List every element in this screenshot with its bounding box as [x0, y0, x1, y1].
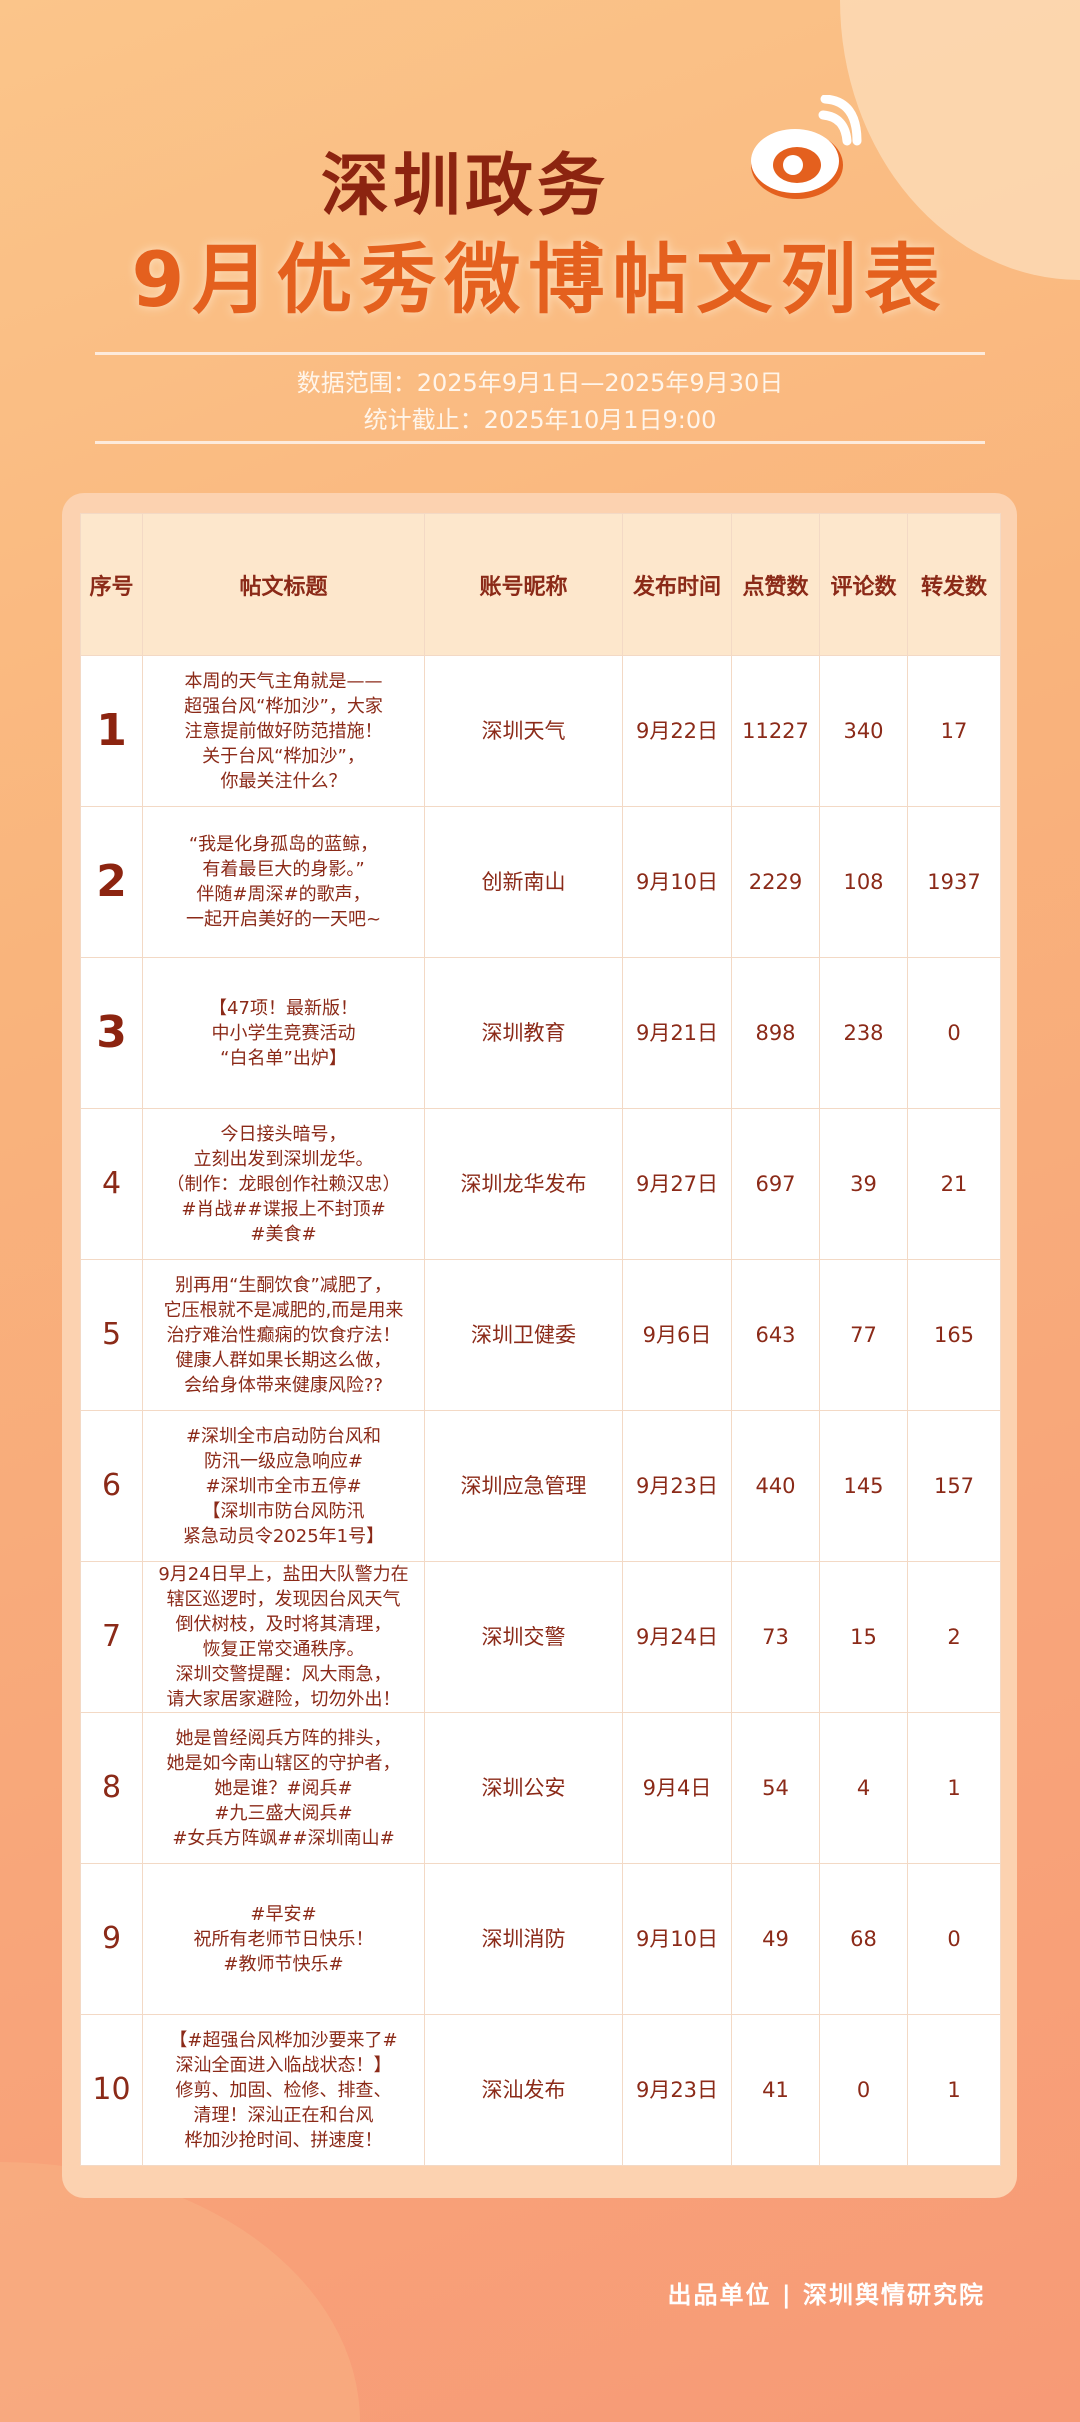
- table-row: 6 #深圳全市启动防台风和 防汛一级应急响应# #深圳市全市五停# 【深圳市防台风…: [80, 1410, 1001, 1562]
- account-cell: 深圳交警: [424, 1561, 623, 1713]
- date-cell: 9月23日: [622, 1410, 732, 1562]
- post-title-cell: 她是曾经阅兵方阵的排头， 她是如今南山辖区的守护者， 她是谁？#阅兵# #九三盛…: [142, 1712, 425, 1864]
- reposts-cell: 17: [907, 655, 1001, 807]
- post-title-cell: 别再用“生酮饮食”减肥了， 它压根就不是减肥的,而是用来 治疗难治性癫痫的饮食疗…: [142, 1259, 425, 1411]
- col-comments: 评论数: [819, 513, 908, 656]
- post-title-cell: 9月24日早上，盐田大队警力在 辖区巡逻时，发现因台风天气 倒伏树枝，及时将其清…: [142, 1561, 425, 1713]
- rank-cell: 9: [80, 1863, 143, 2015]
- table-row: 8 她是曾经阅兵方阵的排头， 她是如今南山辖区的守护者， 她是谁？#阅兵# #九三…: [80, 1712, 1001, 1864]
- likes-cell: 73: [731, 1561, 820, 1713]
- post-title-cell: 【#超强台风桦加沙要来了# 深汕全面进入临战状态！】 修剪、加固、检修、排查、 …: [142, 2014, 425, 2166]
- account-cell: 创新南山: [424, 806, 623, 958]
- account-cell: 深圳龙华发布: [424, 1108, 623, 1260]
- likes-cell: 898: [731, 957, 820, 1109]
- post-title-cell: #深圳全市启动防台风和 防汛一级应急响应# #深圳市全市五停# 【深圳市防台风防…: [142, 1410, 425, 1562]
- weibo-logo-icon: [751, 95, 862, 199]
- date-cell: 9月27日: [622, 1108, 732, 1260]
- likes-cell: 49: [731, 1863, 820, 2015]
- reposts-cell: 2: [907, 1561, 1001, 1713]
- date-cell: 9月10日: [622, 1863, 732, 2015]
- comments-cell: 238: [819, 957, 908, 1109]
- post-title-cell: 今日接头暗号， 立刻出发到深圳龙华。 （制作：龙眼创作社赖汉忠） #肖战##谍报…: [142, 1108, 425, 1260]
- rank-cell: 4: [80, 1108, 143, 1260]
- likes-cell: 440: [731, 1410, 820, 1562]
- likes-cell: 2229: [731, 806, 820, 958]
- table-row: 1 本周的天气主角就是—— 超强台风“桦加沙”，大家 注意提前做好防范措施！ 关于…: [80, 655, 1001, 807]
- table-row: 2 “我是化身孤岛的蓝鲸， 有着最巨大的身影。” 伴随#周深#的歌声， 一起开启美…: [80, 806, 1001, 958]
- background-shape: [0, 2162, 360, 2422]
- rank-cell: 1: [80, 655, 143, 807]
- page-title: 深圳政务: [320, 147, 609, 226]
- divider: [95, 441, 985, 444]
- account-cell: 深圳天气: [424, 655, 623, 807]
- comments-cell: 4: [819, 1712, 908, 1864]
- date-cell: 9月23日: [622, 2014, 732, 2166]
- post-title-cell: 本周的天气主角就是—— 超强台风“桦加沙”，大家 注意提前做好防范措施！ 关于台…: [142, 655, 425, 807]
- likes-cell: 643: [731, 1259, 820, 1411]
- col-date: 发布时间: [622, 513, 732, 656]
- account-cell: 深圳应急管理: [424, 1410, 623, 1562]
- rank-cell: 8: [80, 1712, 143, 1864]
- account-cell: 深圳公安: [424, 1712, 623, 1864]
- account-cell: 深汕发布: [424, 2014, 623, 2166]
- comments-cell: 0: [819, 2014, 908, 2166]
- reposts-cell: 21: [907, 1108, 1001, 1260]
- table-row: 10 【#超强台风桦加沙要来了# 深汕全面进入临战状态！】 修剪、加固、检修、排查…: [80, 2014, 1001, 2166]
- post-title-cell: 【47项！最新版！ 中小学生竞赛活动 “白名单”出炉】: [142, 957, 425, 1109]
- rank-cell: 2: [80, 806, 143, 958]
- rank-cell: 10: [80, 2014, 143, 2166]
- likes-cell: 697: [731, 1108, 820, 1260]
- col-reposts: 转发数: [907, 513, 1001, 656]
- account-cell: 深圳卫健委: [424, 1259, 623, 1411]
- post-title-cell: “我是化身孤岛的蓝鲸， 有着最巨大的身影。” 伴随#周深#的歌声， 一起开启美好…: [142, 806, 425, 958]
- date-cell: 9月22日: [622, 655, 732, 807]
- date-cell: 9月6日: [622, 1259, 732, 1411]
- likes-cell: 41: [731, 2014, 820, 2166]
- rank-cell: 3: [80, 957, 143, 1109]
- table-row: 5 别再用“生酮饮食”减肥了， 它压根就不是减肥的,而是用来 治疗难治性癫痫的饮食…: [80, 1259, 1001, 1411]
- col-likes: 点赞数: [731, 513, 820, 656]
- comments-cell: 340: [819, 655, 908, 807]
- table-header: 序号 帖文标题 账号昵称 发布时间 点赞数 评论数 转发数: [80, 513, 1001, 656]
- col-title: 帖文标题: [142, 513, 425, 656]
- table-row: 7 9月24日早上，盐田大队警力在 辖区巡逻时，发现因台风天气 倒伏树枝，及时将其…: [80, 1561, 1001, 1713]
- comments-cell: 145: [819, 1410, 908, 1562]
- producer-credit: 出品单位 | 深圳舆情研究院: [667, 2281, 985, 2309]
- comments-cell: 108: [819, 806, 908, 958]
- reposts-cell: 1937: [907, 806, 1001, 958]
- col-account: 账号昵称: [424, 513, 623, 656]
- account-cell: 深圳消防: [424, 1863, 623, 2015]
- rank-cell: 6: [80, 1410, 143, 1562]
- reposts-cell: 1: [907, 1712, 1001, 1864]
- comments-cell: 15: [819, 1561, 908, 1713]
- post-title-cell: #早安# 祝所有老师节日快乐！ #教师节快乐#: [142, 1863, 425, 2015]
- comments-cell: 68: [819, 1863, 908, 2015]
- col-rank: 序号: [80, 513, 143, 656]
- reposts-cell: 0: [907, 957, 1001, 1109]
- table-row: 9 #早安# 祝所有老师节日快乐！ #教师节快乐# 深圳消防 9月10日 49 68 0: [80, 1863, 1001, 2015]
- table-row: 4 今日接头暗号， 立刻出发到深圳龙华。 （制作：龙眼创作社赖汉忠） #肖战##谍…: [80, 1108, 1001, 1260]
- data-range: 数据范围：2025年9月1日—2025年9月30日: [296, 369, 784, 397]
- divider: [95, 352, 985, 355]
- likes-cell: 11227: [731, 655, 820, 807]
- reposts-cell: 1: [907, 2014, 1001, 2166]
- date-cell: 9月21日: [622, 957, 732, 1109]
- rank-cell: 5: [80, 1259, 143, 1411]
- date-cell: 9月10日: [622, 806, 732, 958]
- reposts-cell: 157: [907, 1410, 1001, 1562]
- posts-table: 序号 帖文标题 账号昵称 发布时间 点赞数 评论数 转发数 1 本周的天气主角就是…: [80, 513, 1001, 2166]
- reposts-cell: 165: [907, 1259, 1001, 1411]
- comments-cell: 77: [819, 1259, 908, 1411]
- comments-cell: 39: [819, 1108, 908, 1260]
- rank-cell: 7: [80, 1561, 143, 1713]
- date-cell: 9月24日: [622, 1561, 732, 1713]
- table-row: 3 【47项！最新版！ 中小学生竞赛活动 “白名单”出炉】 深圳教育 9月21日 898…: [80, 957, 1001, 1109]
- date-cell: 9月4日: [622, 1712, 732, 1864]
- cutoff-time: 统计截止：2025年10月1日9:00: [363, 406, 717, 434]
- page-subtitle: 9月优秀微博帖文列表: [131, 235, 949, 324]
- account-cell: 深圳教育: [424, 957, 623, 1109]
- reposts-cell: 0: [907, 1863, 1001, 2015]
- likes-cell: 54: [731, 1712, 820, 1864]
